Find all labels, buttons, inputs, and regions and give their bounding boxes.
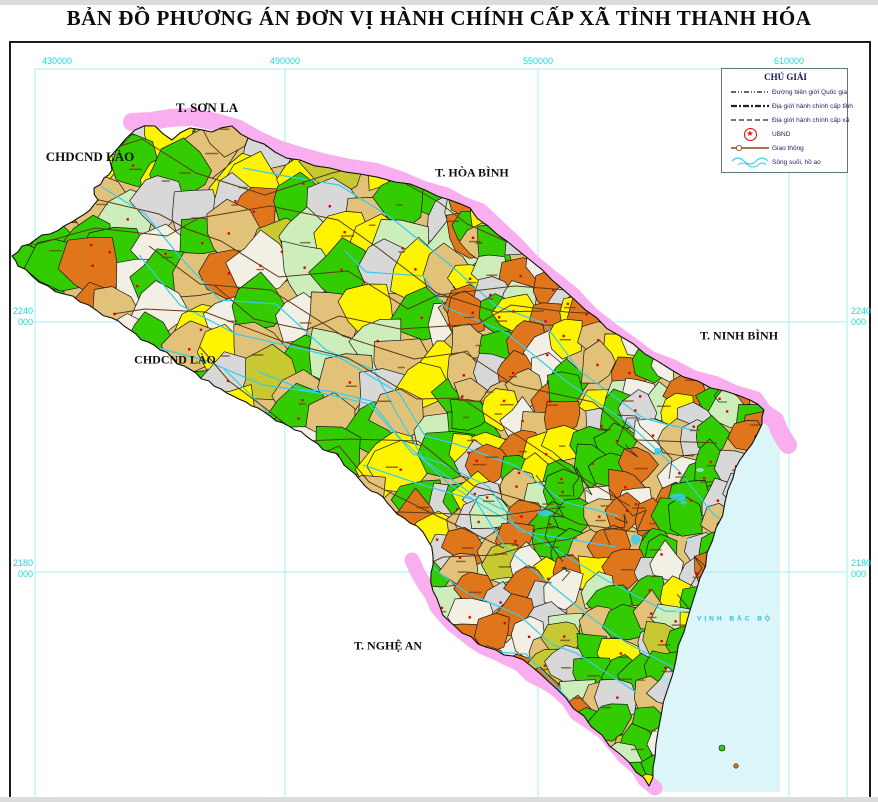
legend-item-label: Địa giới hành chính cấp xã [772, 116, 850, 124]
grid-label-y-right-2240: 2240 000 [851, 306, 878, 328]
legend-item-label: Địa giới hành chính cấp tỉnh [772, 102, 853, 110]
legend-row-province-boundary: Địa giới hành chính cấp tỉnh [728, 99, 853, 113]
neighbor-label-hoa-binh: T. HÒA BÌNH [435, 165, 509, 180]
legend-row-national-border: Đường biên giới Quốc gia [728, 85, 847, 99]
neighbor-label-laos-north: CHDCND LÀO [45, 149, 135, 164]
neighbor-label-ninh-binh: T. NINH BÌNH [699, 328, 779, 343]
grid-label-line: 2240 [851, 306, 872, 316]
grid-label-x-490000: 490000 [269, 56, 301, 66]
legend-title: CHÚ GIẢI [764, 72, 807, 82]
window-bottom-edge [0, 797, 878, 802]
national-border-line-icon [728, 88, 772, 96]
grid-label-y-right-2180: 2180 000 [851, 558, 878, 580]
province-boundary-line-icon [728, 102, 772, 110]
ubnd-star-icon: ★ [728, 127, 772, 141]
grid-label-x-610000: 610000 [773, 56, 805, 66]
legend-row-road: Giao thông [728, 141, 843, 155]
window-top-edge [0, 0, 878, 5]
grid-label-line: 000 [851, 317, 867, 327]
legend-row-river: Sông suối, hồ ao [728, 155, 843, 169]
page-title: BẢN ĐỒ PHƯƠNG ÁN ĐƠN VỊ HÀNH CHÍNH CẤP X… [66, 6, 812, 30]
grid-label-line: 2180 [12, 558, 33, 568]
grid-label-line: 2240 [12, 306, 33, 316]
neighbor-label-laos-west: CHDCND LÀO [134, 352, 216, 367]
neighbor-label-nghe-an: T. NGHỆ AN [353, 638, 423, 653]
legend-row-commune-boundary: Địa giới hành chính cấp xã [728, 113, 849, 127]
road-line-icon [728, 143, 772, 153]
grid-label-line: 000 [17, 569, 33, 579]
legend-box: CHÚ GIẢI Đường biên giới Quốc gia Địa gi… [721, 68, 853, 173]
legend-item-label: Sông suối, hồ ao [772, 158, 821, 166]
grid-label-x-550000: 550000 [522, 56, 554, 66]
grid-label-line: 2180 [851, 558, 872, 568]
grid-label-line: 000 [851, 569, 867, 579]
grid-label-y-left-2240: 2240 000 [3, 306, 33, 328]
legend-item-label: Đường biên giới Quốc gia [772, 88, 848, 96]
commune-boundary-line-icon [728, 116, 772, 124]
grid-label-y-left-2180: 2180 000 [3, 558, 33, 580]
neighbor-label-son-la: T. SƠN LA [175, 100, 239, 115]
legend-item-label: UBND [772, 130, 791, 138]
grid-label-x-430000: 430000 [41, 56, 73, 66]
legend-row-ubnd: ★ UBND [728, 127, 843, 141]
legend-item-label: Giao thông [772, 144, 804, 152]
grid-label-line: 000 [17, 317, 33, 327]
river-lines-icon [728, 155, 772, 169]
sea-label: VỊNH BẮC BỘ [697, 615, 773, 623]
